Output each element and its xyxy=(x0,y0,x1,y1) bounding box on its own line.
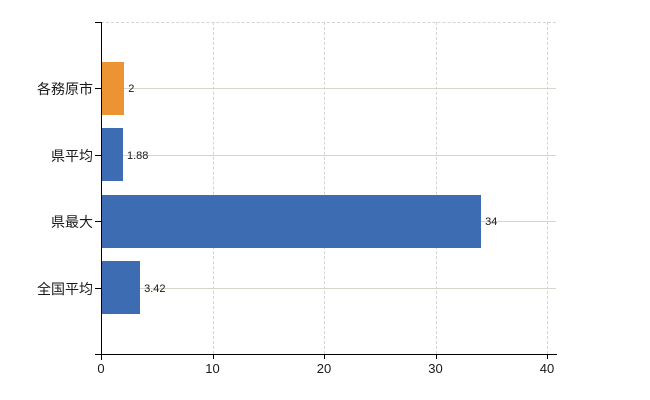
x-gridline-30 xyxy=(435,22,437,354)
bar-2 xyxy=(102,194,482,248)
category-label-2: 県最大 xyxy=(51,214,93,231)
y-axis-tick-3 xyxy=(95,287,101,289)
x-gridline-10 xyxy=(212,22,214,354)
x-axis-tick-label-40: 40 xyxy=(539,361,555,376)
category-gridline-0 xyxy=(101,88,556,90)
bar-3 xyxy=(102,261,141,315)
bar-0 xyxy=(102,61,125,115)
x-axis-tick-label-20: 20 xyxy=(316,361,332,376)
y-axis-tick-1 xyxy=(95,154,101,156)
bar-value-label-2: 34 xyxy=(485,216,498,229)
bar-value-label-0: 2 xyxy=(128,83,135,96)
y-axis-top-tick xyxy=(95,22,101,23)
category-label-1: 県平均 xyxy=(51,147,93,164)
x-axis-tick-label-30: 30 xyxy=(428,361,443,376)
category-label-0: 各務原市 xyxy=(37,81,93,98)
bar-value-label-1: 1.88 xyxy=(126,149,149,162)
bar-value-label-3: 3.42 xyxy=(144,282,166,295)
x-axis-line xyxy=(95,354,557,355)
category-label-3: 全国平均 xyxy=(37,280,93,297)
category-gridline-3 xyxy=(101,287,556,289)
y-axis-line xyxy=(101,22,102,360)
x-axis-tick-label-10: 10 xyxy=(205,361,220,376)
x-axis-tick-20 xyxy=(324,354,325,359)
x-gridline-40 xyxy=(547,22,548,354)
x-axis-tick-label-0: 0 xyxy=(97,361,105,376)
x-axis-tick-10 xyxy=(212,354,214,359)
category-gridline-1 xyxy=(101,154,556,156)
x-axis-tick-40 xyxy=(547,354,548,359)
bar-1 xyxy=(102,128,123,182)
y-axis-tick-2 xyxy=(95,221,101,223)
y-axis-tick-0 xyxy=(95,88,101,90)
x-gridline-20 xyxy=(324,22,325,354)
x-axis-tick-30 xyxy=(435,354,437,359)
plot-top-border xyxy=(101,22,556,23)
